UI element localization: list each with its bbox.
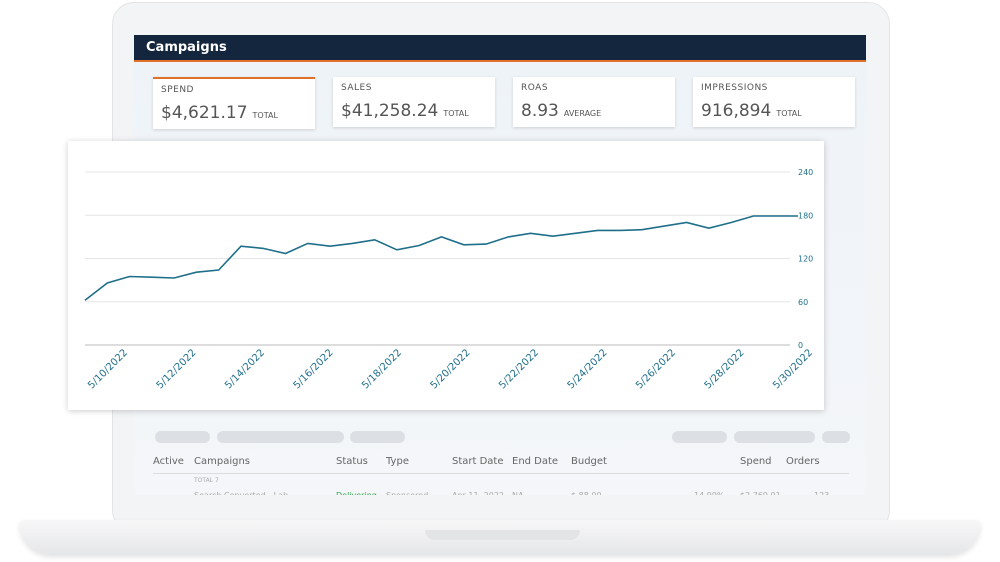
table-cell: 14.99% — [694, 491, 725, 495]
chart-card: 0 60 120 180 240 5/10/2022 5/12/2022 5/14/2022 5… — [68, 141, 824, 410]
table-cell: $2,769.01 — [740, 491, 781, 495]
kpi-suffix: TOTAL — [443, 109, 469, 118]
table-header: Orders — [786, 456, 820, 467]
placeholder-bar — [350, 431, 405, 443]
x-tick-label: 5/24/2022 — [566, 347, 610, 391]
y-tick-label: 60 — [798, 298, 808, 307]
y-tick-label: 240 — [798, 168, 813, 177]
kpi-suffix: TOTAL — [776, 109, 802, 118]
y-tick-label: 0 — [798, 341, 803, 350]
table-header: Start Date — [452, 456, 504, 467]
x-tick-label: 5/10/2022 — [86, 347, 130, 391]
x-tick-label: 5/22/2022 — [497, 347, 541, 391]
table-cell: NA — [512, 491, 523, 495]
x-tick-label: 5/20/2022 — [429, 347, 473, 391]
kpi-card: IMPRESSIONS 916,894 TOTAL — [693, 77, 855, 127]
table-header: Type — [386, 456, 409, 467]
placeholder-bar — [217, 431, 344, 443]
x-tick-label: 5/28/2022 — [703, 347, 747, 391]
kpi-suffix: TOTAL — [252, 111, 278, 120]
y-tick-label: 180 — [798, 211, 813, 220]
table-total: TOTAL 7 — [194, 477, 219, 484]
kpi-card: ROAS 8.93 AVERAGE — [513, 77, 675, 127]
table-header: Status — [336, 456, 368, 467]
kpi-card: SPEND $4,621.17 TOTAL — [153, 77, 315, 129]
x-tick-label: 5/18/2022 — [360, 347, 404, 391]
kpi-value: 8.93 AVERAGE — [521, 101, 602, 121]
x-tick-label: 5/12/2022 — [155, 347, 199, 391]
kpi-label: SALES — [341, 83, 372, 93]
table-header: Budget — [571, 456, 607, 467]
table-header: Campaigns — [194, 456, 251, 467]
table-cell: $ 88.00 — [571, 491, 602, 495]
kpi-value: $4,621.17 TOTAL — [161, 103, 278, 123]
table-cell: Delivering — [336, 491, 377, 495]
table-cell: Search Converted - Lab — [194, 491, 288, 495]
table-cell: 123 — [814, 491, 829, 495]
kpi-label: IMPRESSIONS — [701, 83, 768, 93]
chart: 0 60 120 180 240 5/10/2022 5/12/2022 5/14/2022 5… — [84, 168, 815, 391]
table-header: End Date — [512, 456, 559, 467]
placeholder-bar — [734, 431, 815, 443]
kpi-label: ROAS — [521, 83, 549, 93]
table-header: Active — [153, 456, 184, 467]
kpi-label: SPEND — [161, 85, 194, 95]
placeholder-bar — [672, 431, 727, 443]
laptop-notch — [425, 530, 580, 540]
table-header: Spend — [740, 456, 772, 467]
kpi-card: SALES $41,258.24 TOTAL — [333, 77, 495, 127]
x-tick-label: 5/16/2022 — [292, 347, 336, 391]
placeholder-bar — [822, 431, 850, 443]
line-series — [84, 215, 798, 301]
header-title: Campaigns — [134, 35, 866, 62]
placeholder-bar — [155, 431, 210, 443]
table-cell: Sponsored — [386, 491, 428, 495]
kpi-value: 916,894 TOTAL — [701, 101, 802, 121]
kpi-suffix: AVERAGE — [563, 109, 602, 118]
table-cell: Apr 11, 2022 — [452, 491, 504, 495]
kpi-value: $41,258.24 TOTAL — [341, 101, 469, 121]
x-tick-label: 5/30/2022 — [771, 347, 815, 391]
y-tick-label: 120 — [798, 255, 813, 264]
x-tick-label: 5/26/2022 — [634, 347, 678, 391]
x-tick-label: 5/14/2022 — [223, 347, 267, 391]
table-rule — [153, 473, 849, 474]
